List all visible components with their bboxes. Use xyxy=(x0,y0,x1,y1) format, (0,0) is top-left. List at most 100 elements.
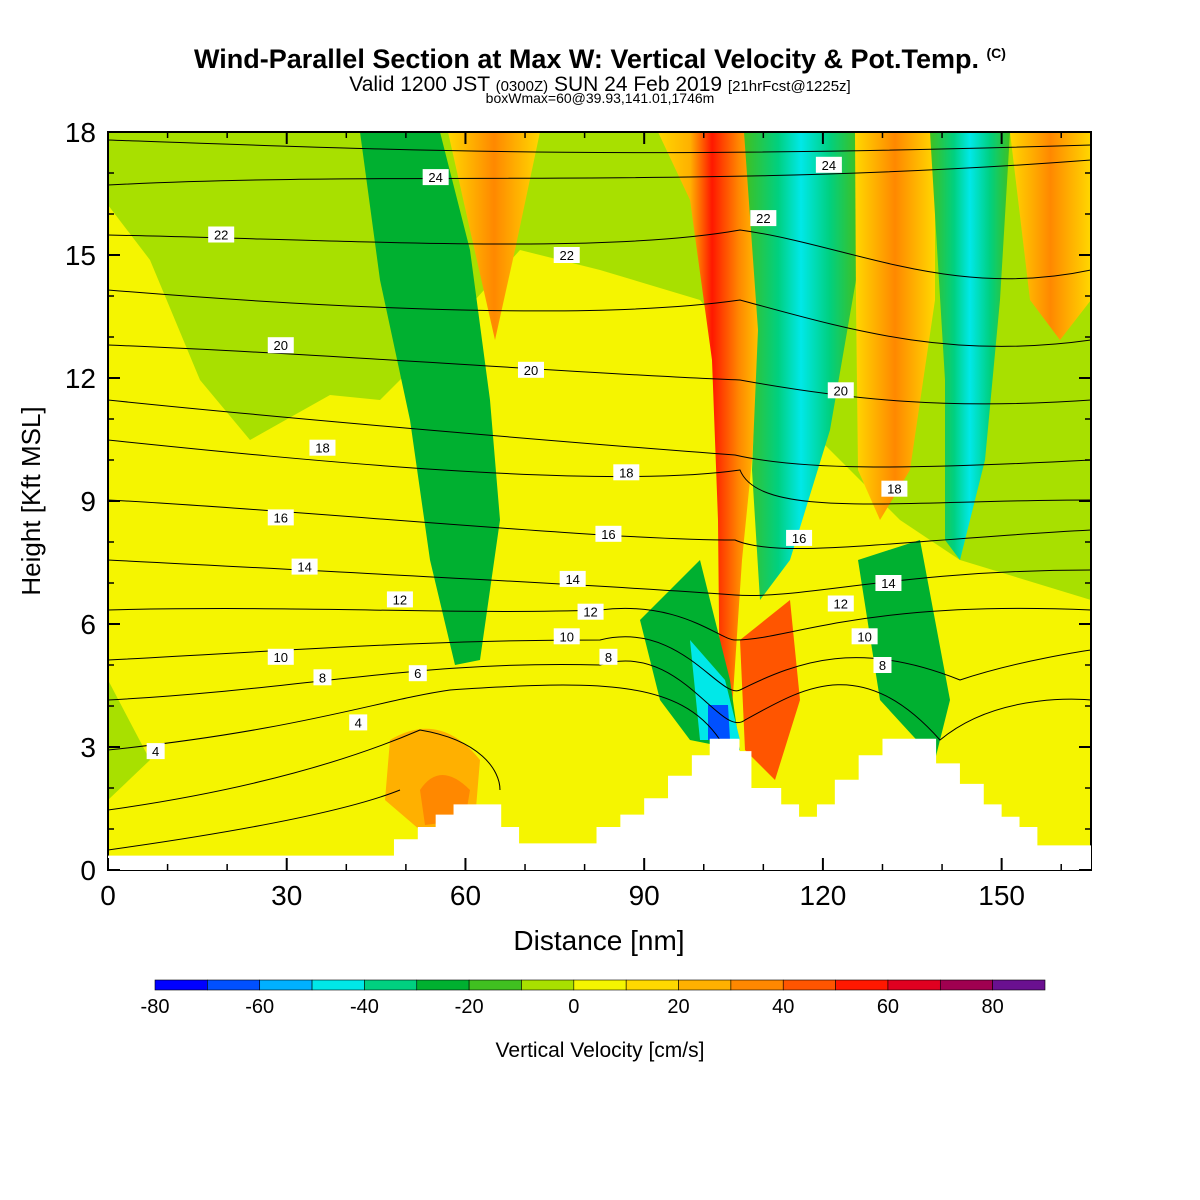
x-tick-label: 60 xyxy=(450,880,481,911)
x-tick-label: 120 xyxy=(800,880,847,911)
theta-label: 12 xyxy=(393,592,407,607)
valid-zulu: (0300Z) xyxy=(495,78,549,95)
copyright-mark: (C) xyxy=(986,45,1006,61)
colorbar-swatch xyxy=(887,979,941,991)
theta-label-box xyxy=(146,743,165,760)
theta-isoline xyxy=(108,684,721,751)
colorbar-swatch xyxy=(782,979,836,991)
theta-isoline xyxy=(108,439,1091,505)
theta-label: 14 xyxy=(881,576,895,591)
theta-label-box xyxy=(408,665,427,682)
colorbar-tick-label: -40 xyxy=(350,996,379,1018)
theta-label-box xyxy=(851,628,878,645)
theta-label-box xyxy=(313,669,332,686)
colorbar-swatch xyxy=(730,979,784,991)
theta-label-box xyxy=(595,525,622,542)
x-tick-label: 30 xyxy=(271,880,302,911)
colorbar-swatch xyxy=(625,979,679,991)
theta-label: 20 xyxy=(834,383,848,398)
theta-label-box xyxy=(422,169,449,186)
colorbar-swatch xyxy=(207,979,261,991)
descent-top-mid xyxy=(560,132,700,240)
theta-label: 4 xyxy=(355,715,362,730)
theta-label: 18 xyxy=(619,465,633,480)
colorbar-swatch xyxy=(835,979,889,991)
theta-label-box xyxy=(750,210,777,227)
theta-label: 16 xyxy=(274,510,288,525)
y-axis: 0 3 6 9 12 15 18 xyxy=(65,117,1091,886)
theta-label-box xyxy=(553,247,580,263)
chart-title: Wind-Parallel Section at Max W: Vertical… xyxy=(0,44,1200,75)
colorbar-swatch xyxy=(154,979,208,991)
chart-title-text: Wind-Parallel Section at Max W: Vertical… xyxy=(194,44,979,74)
theta-isoline xyxy=(108,229,1091,280)
valid-time-line: Valid 1200 JST (0300Z) SUN 24 Feb 2019 [… xyxy=(0,73,1200,97)
theta-label: 22 xyxy=(756,211,770,226)
theta-label-box xyxy=(349,714,368,731)
lee-downdraft-max xyxy=(708,705,730,740)
theta-label: 18 xyxy=(887,482,901,497)
vertical-velocity-field xyxy=(108,132,1091,870)
x-tick-label: 90 xyxy=(629,880,660,911)
x-tick-label: 150 xyxy=(978,880,1025,911)
theta-label: 16 xyxy=(792,531,806,546)
theta-label-box xyxy=(309,439,336,456)
terrain-layer xyxy=(108,738,1091,870)
theta-label-box xyxy=(613,464,640,481)
theta-isoline xyxy=(108,729,501,811)
theta-label: 10 xyxy=(274,650,288,665)
theta-label-box xyxy=(267,509,294,526)
theta-isoline xyxy=(108,399,1091,468)
y-tick-label: 6 xyxy=(80,609,96,640)
theta-label-box xyxy=(875,575,902,591)
theta-label: 18 xyxy=(315,441,329,456)
y-tick-label: 15 xyxy=(65,240,96,271)
theta-isoline xyxy=(108,789,401,851)
colorbar-tick-label: 60 xyxy=(877,996,899,1018)
theta-label: 10 xyxy=(559,629,573,644)
theta-label-box xyxy=(577,603,604,620)
colorbar-tick-label: -60 xyxy=(245,996,274,1018)
updraft-band-3 xyxy=(855,132,935,520)
theta-label: 8 xyxy=(879,658,886,673)
colorbar-swatch xyxy=(678,979,732,991)
theta-isoline xyxy=(108,660,1091,741)
y-tick-label: 3 xyxy=(80,732,96,763)
theta-label-box xyxy=(599,648,618,665)
theta-label: 22 xyxy=(214,228,228,243)
theta-label: 20 xyxy=(274,338,288,353)
colorbar-swatch xyxy=(992,979,1046,991)
colorbar-swatch xyxy=(521,979,575,991)
theta-label: 22 xyxy=(559,248,573,263)
colorbar-swatch xyxy=(364,979,418,991)
y-tick-label: 9 xyxy=(80,486,96,517)
theta-label: 8 xyxy=(319,670,326,685)
y-tick-label: 12 xyxy=(65,363,96,394)
theta-label-box xyxy=(881,480,908,497)
theta-label-box xyxy=(815,156,842,173)
lee-updraft xyxy=(740,600,800,780)
theta-label: 4 xyxy=(152,744,159,759)
terrain xyxy=(108,738,1091,870)
theta-label-box xyxy=(386,591,413,608)
colorbar-swatch xyxy=(468,979,522,991)
theta-label: 16 xyxy=(601,527,615,542)
updraft-band-2 xyxy=(658,132,766,740)
colorbar-swatch xyxy=(939,979,993,991)
colorbar-tick-label: -20 xyxy=(455,996,484,1018)
theta-label: 20 xyxy=(524,363,538,378)
colorbar-swatch xyxy=(259,979,313,991)
theta-label-box xyxy=(827,382,854,399)
theta-label: 24 xyxy=(428,170,442,185)
theta-label-box xyxy=(559,570,586,587)
y-tick-label: 18 xyxy=(65,117,96,148)
theta-isoline xyxy=(108,559,1091,597)
theta-label: 10 xyxy=(857,629,871,644)
colorbar-tick-label: -80 xyxy=(141,996,170,1018)
theta-label: 14 xyxy=(297,560,311,575)
lee-downdraft-2 xyxy=(858,540,950,760)
x-axis: 0 30 60 90 120 150 xyxy=(100,132,1062,911)
valid-date: SUN 24 Feb 2019 xyxy=(553,73,723,96)
updraft-band-4 xyxy=(1010,132,1091,340)
weak-descent-left xyxy=(108,680,150,800)
